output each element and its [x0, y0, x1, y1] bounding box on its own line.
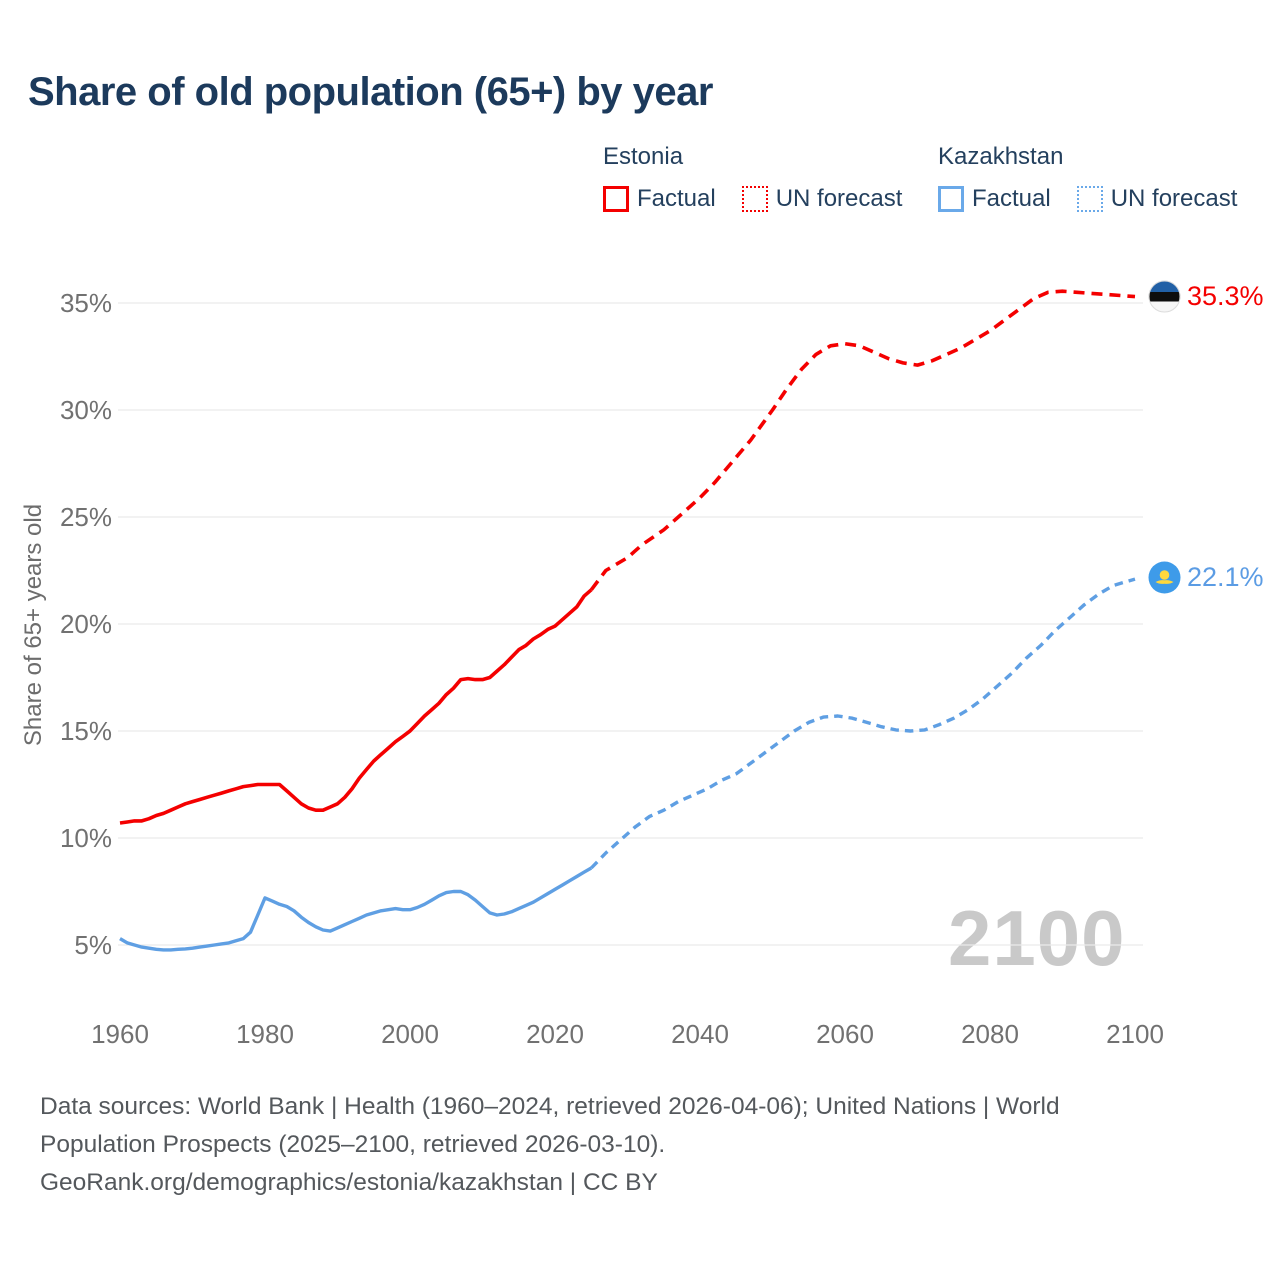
estonia-flag-icon	[1148, 280, 1181, 313]
x-tick-label: 2000	[381, 1019, 439, 1049]
legend-item-kazakhstan-forecast[interactable]: UN forecast	[1076, 185, 1238, 213]
kazakhstan-flag-icon	[1148, 561, 1181, 594]
series-estonia-factual	[119, 588, 593, 825]
y-tick-label: 5%	[74, 930, 112, 960]
legend-estonia-title: Estonia	[603, 143, 684, 170]
legend-group-estonia: Estonia Factual UN forecast	[603, 143, 928, 213]
kazakhstan-end-value: 22.1%	[1187, 562, 1264, 592]
x-tick-label: 1960	[91, 1019, 149, 1049]
page-title: Share of old population (65+) by year	[28, 70, 713, 114]
y-tick-label: 25%	[60, 502, 112, 532]
y-tick-label: 35%	[60, 288, 112, 318]
legend-item-estonia-forecast[interactable]: UN forecast	[741, 185, 903, 213]
y-tick-label: 15%	[60, 716, 112, 746]
legend-item-kazakhstan-factual[interactable]: Factual	[938, 185, 1051, 213]
y-tick-label: 10%	[60, 823, 112, 853]
x-tick-label: 2060	[816, 1019, 874, 1049]
legend-item-estonia-factual[interactable]: Factual	[603, 185, 716, 213]
y-tick-label: 30%	[60, 395, 112, 425]
chart-canvas[interactable]: 5% 10% 15% 20% 25% 30% 35% 1960 1980 2000 2020 2040…	[0, 0, 1280, 1080]
footer-sources: Data sources: World Bank | Health (1960–…	[40, 1093, 1060, 1158]
series-kazakhstan-forecast	[590, 577, 1136, 870]
legend-kazakhstan-title: Kazakhstan	[938, 143, 1064, 170]
footer-attribution: GeoRank.org/demographics/estonia/kazakhs…	[40, 1169, 658, 1196]
estonia-factual-swatch-icon	[603, 186, 629, 212]
legend-kazakhstan-row: Factual UN forecast	[938, 185, 1263, 213]
estonia-end-value: 35.3%	[1187, 281, 1264, 311]
legend-label: Factual	[972, 185, 1051, 212]
legend-label: UN forecast	[1110, 185, 1238, 212]
footer: Data sources: World Bank | Health (1960–…	[40, 1088, 1145, 1202]
x-tick-label: 2080	[961, 1019, 1019, 1049]
legend-label: UN forecast	[775, 185, 903, 212]
kazakhstan-factual-swatch-icon	[938, 186, 964, 212]
end-label-estonia: 35.3%	[1148, 280, 1264, 313]
x-tick-label: 2100	[1106, 1019, 1164, 1049]
end-label-kazakhstan: 22.1%	[1148, 561, 1264, 594]
legend-group-kazakhstan: Kazakhstan Factual UN forecast	[938, 143, 1263, 213]
y-tick-label: 20%	[60, 609, 112, 639]
series-kazakhstan-factual	[119, 866, 593, 952]
estonia-forecast-swatch-icon	[741, 186, 768, 212]
x-tick-label: 2020	[526, 1019, 584, 1049]
x-tick-label: 1980	[236, 1019, 294, 1049]
series-estonia-forecast	[589, 289, 1136, 591]
legend-estonia-row: Factual UN forecast	[603, 185, 928, 213]
legend-label: Factual	[637, 185, 716, 212]
year-watermark: 2100	[948, 894, 1126, 982]
kazakhstan-forecast-swatch-icon	[1076, 186, 1103, 212]
x-tick-label: 2040	[671, 1019, 729, 1049]
